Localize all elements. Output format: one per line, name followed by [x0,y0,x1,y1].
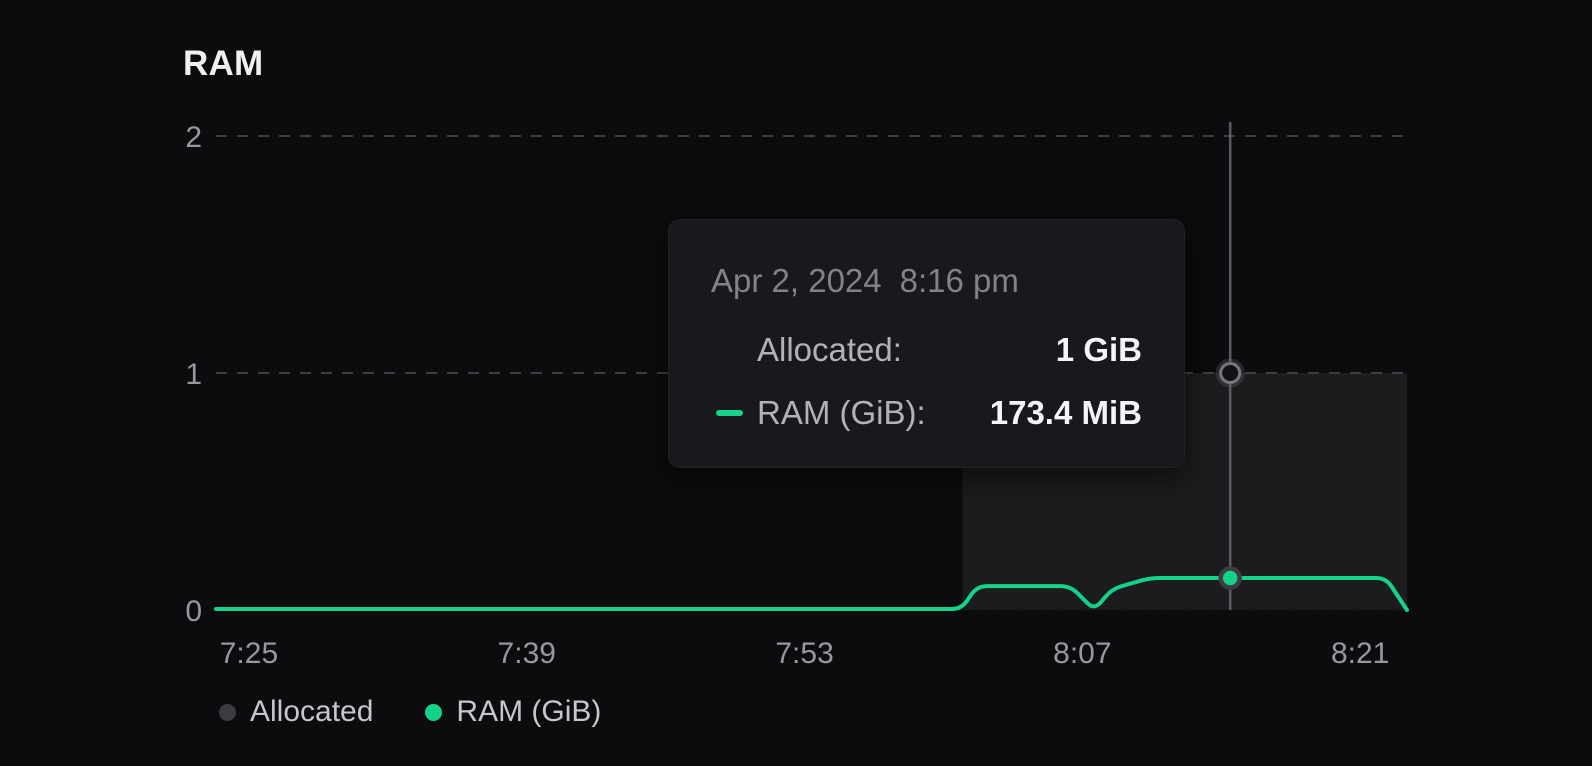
ram-cursor-dot [1218,566,1242,590]
ram-series-marker [716,410,743,416]
chart-legend: Allocated RAM (GiB) [219,691,601,733]
y-tick-label: 2 [185,121,202,154]
y-tick-label: 0 [185,595,202,628]
x-tick-label: 8:21 [1331,637,1389,670]
tooltip-date: Apr 2, 2024 [711,262,882,299]
tooltip-row-ram: RAM (GiB): 173.4 MiB [669,393,1184,433]
tooltip-row-allocated: Allocated: 1 GiB [669,330,1184,370]
ram-line [214,576,1409,612]
legend-dot [425,703,443,721]
legend-label: Allocated [250,695,374,728]
tooltip-allocated-label: Allocated: [757,331,902,368]
allocated-cursor-halo [1215,358,1245,388]
legend-dot [219,703,236,721]
chart-tooltip: Apr 2, 2024 8:16 pm Allocated: 1 GiB RAM … [668,219,1185,468]
x-tick-label: 7:53 [775,637,833,670]
x-tick-label: 7:39 [498,637,556,670]
tooltip-allocated-value: 1 GiB [1055,331,1142,368]
x-tick-label: 8:07 [1053,637,1111,670]
legend-item-allocated[interactable]: Allocated [219,691,373,733]
legend-label: RAM (GiB) [456,695,602,728]
page-title: RAM [183,44,264,83]
x-tick-label: 7:25 [220,637,278,670]
tooltip-ram-label: RAM (GiB): [757,394,926,431]
tooltip-ram-value: 173.4 MiB [989,394,1142,431]
tooltip-timestamp: Apr 2, 2024 8:16 pm [711,262,1019,300]
tooltip-time: 8:16 pm [899,262,1019,299]
allocated-cursor-ring [1219,362,1242,384]
legend-item-ram-gib[interactable]: RAM (GiB) [425,691,601,733]
y-tick-label: 1 [185,358,202,391]
